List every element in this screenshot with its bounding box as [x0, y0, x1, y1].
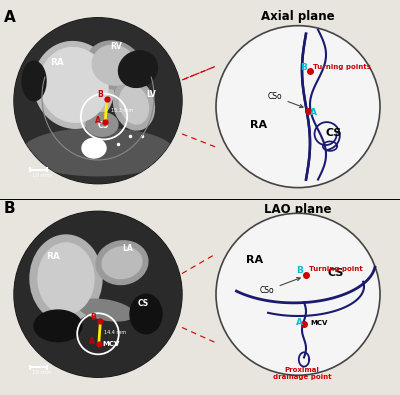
Ellipse shape — [130, 294, 162, 334]
Ellipse shape — [30, 235, 102, 322]
Ellipse shape — [40, 47, 108, 122]
Text: CS: CS — [326, 128, 342, 138]
Text: B: B — [91, 313, 96, 322]
Text: 10 mm: 10 mm — [32, 173, 52, 178]
Text: Proximal
drainage point: Proximal drainage point — [273, 367, 331, 380]
Text: LV: LV — [146, 90, 156, 99]
Ellipse shape — [102, 247, 142, 278]
Ellipse shape — [86, 113, 118, 136]
Ellipse shape — [78, 299, 134, 321]
Text: A: A — [296, 318, 303, 327]
Text: RA: RA — [46, 252, 60, 261]
Text: CSo: CSo — [268, 92, 303, 107]
Circle shape — [216, 213, 380, 375]
Text: RA: RA — [246, 255, 263, 265]
Ellipse shape — [114, 79, 154, 130]
Text: RA: RA — [250, 120, 267, 130]
Text: CS: CS — [328, 269, 344, 278]
Ellipse shape — [92, 45, 136, 85]
Ellipse shape — [34, 310, 82, 342]
Ellipse shape — [96, 241, 148, 284]
Ellipse shape — [14, 211, 182, 377]
Text: Axial plane: Axial plane — [261, 10, 335, 23]
Text: B: B — [296, 266, 303, 275]
Text: 14.4 mm: 14.4 mm — [104, 330, 126, 335]
Text: 15.3 mm: 15.3 mm — [111, 108, 133, 113]
Circle shape — [14, 18, 182, 184]
Text: RV: RV — [110, 42, 122, 51]
Circle shape — [14, 211, 182, 377]
Text: B: B — [4, 201, 16, 216]
Ellipse shape — [22, 61, 46, 101]
Ellipse shape — [22, 128, 174, 176]
Text: LAO plane: LAO plane — [264, 203, 332, 216]
Ellipse shape — [14, 18, 182, 184]
Text: RA: RA — [50, 58, 64, 67]
Text: MCV: MCV — [311, 320, 328, 327]
Text: 10 mm: 10 mm — [32, 371, 52, 376]
Text: MCV: MCV — [102, 340, 119, 347]
Text: CSo: CSo — [260, 278, 300, 295]
Text: A: A — [89, 337, 95, 346]
Text: CS: CS — [98, 121, 109, 130]
Text: B: B — [300, 63, 307, 72]
Ellipse shape — [86, 41, 142, 89]
Text: A: A — [95, 116, 101, 125]
Ellipse shape — [38, 243, 94, 314]
Text: LA: LA — [122, 244, 133, 253]
Circle shape — [216, 26, 380, 188]
Ellipse shape — [118, 51, 158, 87]
Text: B: B — [97, 90, 103, 99]
Text: Turning point: Turning point — [309, 265, 363, 272]
Text: A: A — [4, 10, 16, 25]
Text: CS: CS — [138, 299, 149, 308]
Ellipse shape — [34, 41, 114, 128]
Text: A: A — [310, 108, 317, 117]
Ellipse shape — [82, 138, 106, 158]
Ellipse shape — [120, 85, 148, 124]
Text: Turning points: Turning points — [313, 64, 371, 70]
